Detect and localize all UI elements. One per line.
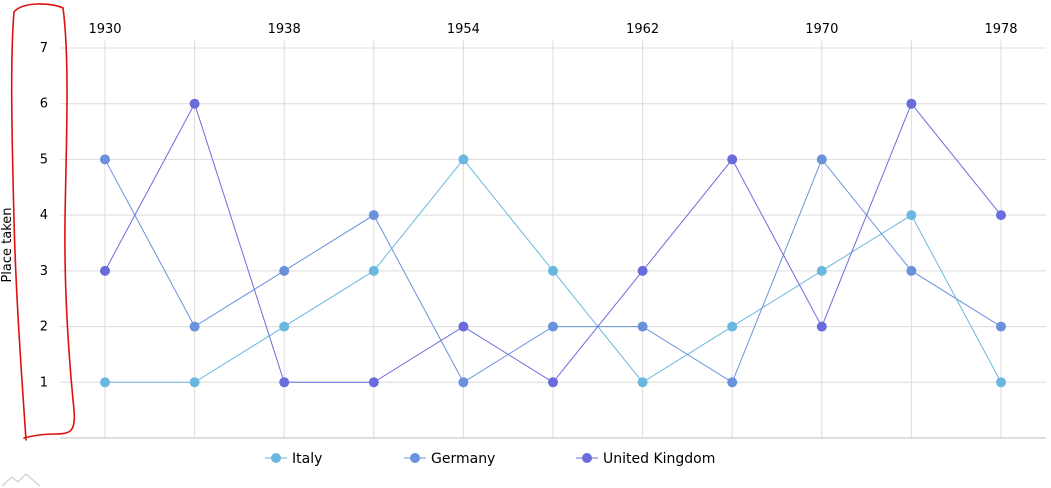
- data-point-germany[interactable]: [816, 154, 827, 165]
- data-point-united-kingdom[interactable]: [816, 321, 827, 332]
- data-point-united-kingdom[interactable]: [189, 98, 200, 109]
- x-tick-label: 1954: [447, 22, 480, 37]
- legend-item-germany[interactable]: Germany: [404, 451, 495, 467]
- data-point-italy[interactable]: [816, 265, 827, 276]
- data-point-germany[interactable]: [548, 321, 558, 332]
- axes: 1 2 3 4 5 6 7 1930 1938 1954 1962 1970 1978 Place tak…: [0, 22, 1046, 439]
- x-tick-label: 1962: [626, 22, 659, 37]
- red-annotation: [10, 3, 76, 441]
- legend-marker-icon: [410, 453, 420, 463]
- data-point-germany[interactable]: [100, 154, 110, 165]
- data-point-united-kingdom[interactable]: [100, 265, 110, 276]
- data-point-italy[interactable]: [906, 210, 917, 221]
- data-point-united-kingdom[interactable]: [458, 321, 469, 332]
- y-tick-label: 3: [40, 264, 48, 279]
- data-point-germany[interactable]: [727, 377, 738, 388]
- data-point-united-kingdom[interactable]: [279, 377, 290, 388]
- data-point-italy[interactable]: [458, 154, 469, 165]
- data-point-germany[interactable]: [906, 265, 917, 276]
- data-point-italy[interactable]: [727, 321, 738, 332]
- legend: Italy Germany United Kingdom: [265, 451, 715, 467]
- data-point-germany[interactable]: [368, 210, 379, 221]
- data-point-germany[interactable]: [637, 321, 648, 332]
- data-point-germany[interactable]: [279, 265, 290, 276]
- data-point-italy[interactable]: [368, 265, 379, 276]
- x-tick-label: 1938: [268, 22, 301, 37]
- grid: [60, 40, 1046, 438]
- legend-item-united-kingdom[interactable]: United Kingdom: [576, 451, 715, 467]
- legend-marker-icon: [271, 453, 281, 463]
- x-tick-label: 1970: [805, 22, 838, 37]
- legend-label: Italy: [292, 451, 322, 467]
- x-tick-label: 1930: [88, 22, 121, 37]
- data-point-italy[interactable]: [189, 377, 200, 388]
- y-tick-label: 5: [40, 152, 48, 167]
- data-point-united-kingdom[interactable]: [727, 154, 738, 165]
- data-point-united-kingdom[interactable]: [548, 377, 558, 388]
- data-point-italy[interactable]: [100, 377, 110, 388]
- legend-label: United Kingdom: [603, 451, 715, 467]
- x-tick-label: 1978: [984, 22, 1017, 37]
- data-point-germany[interactable]: [189, 321, 200, 332]
- data-point-italy[interactable]: [996, 377, 1006, 388]
- legend-label: Germany: [431, 451, 495, 467]
- watermark: [1, 473, 41, 487]
- data-point-united-kingdom[interactable]: [906, 98, 917, 109]
- data-point-germany[interactable]: [996, 321, 1006, 332]
- data-point-germany[interactable]: [458, 377, 469, 388]
- data-point-united-kingdom[interactable]: [996, 210, 1006, 221]
- legend-item-italy[interactable]: Italy: [265, 451, 322, 467]
- watermark-logo-icon: [1, 473, 41, 487]
- data-point-italy[interactable]: [548, 265, 558, 276]
- y-tick-label: 6: [40, 97, 48, 112]
- red-circle-annotation: [10, 3, 76, 441]
- data-point-italy[interactable]: [637, 377, 648, 388]
- y-tick-label: 2: [40, 320, 48, 335]
- data-point-united-kingdom[interactable]: [637, 265, 648, 276]
- data-point-italy[interactable]: [279, 321, 290, 332]
- y-tick-label: 1: [40, 375, 48, 390]
- y-tick-label: 7: [40, 41, 48, 56]
- data-points: [100, 98, 1006, 388]
- legend-marker-icon: [582, 453, 592, 463]
- y-axis-title: Place taken: [0, 207, 15, 282]
- data-point-united-kingdom[interactable]: [368, 377, 379, 388]
- y-tick-label: 4: [40, 208, 48, 223]
